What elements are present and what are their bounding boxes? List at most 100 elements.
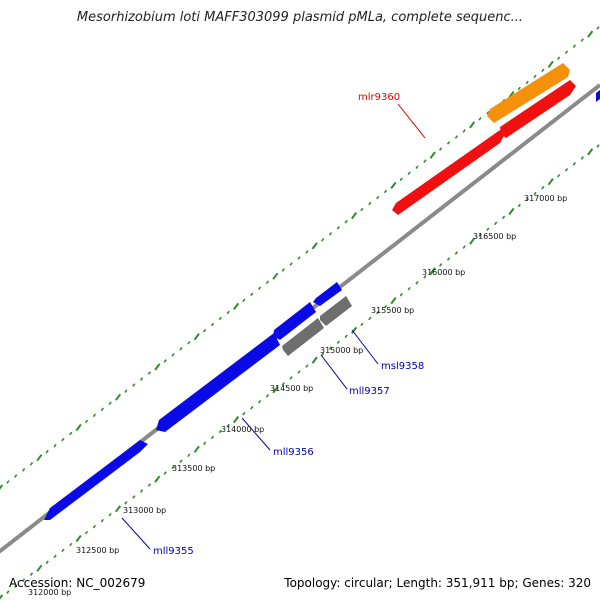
leader-msl9358: [351, 329, 379, 365]
tick-mark: [383, 304, 388, 309]
tick-mark: [462, 245, 466, 249]
tick-mark: [21, 468, 26, 472]
tick-label-314000: 314000 bp: [221, 425, 264, 434]
tick-mark: [336, 225, 340, 230]
tick-mark: [415, 165, 419, 169]
tick-mark: [541, 68, 545, 73]
gene-mll9357-arrow[interactable]: [282, 318, 324, 356]
tick-mark: [486, 227, 490, 232]
tick-mark: [557, 173, 561, 178]
tick-mark: [541, 185, 545, 190]
tick-mark: [547, 60, 554, 68]
tick-mark: [258, 286, 262, 291]
tick-mark: [226, 310, 230, 315]
tick-mark: [14, 474, 18, 478]
tick-mark: [210, 435, 215, 440]
tick-mark: [0, 484, 4, 490]
tick-mark: [6, 590, 10, 594]
tick-mark: [108, 401, 112, 406]
tick-mark: [171, 353, 175, 357]
tick-mark: [163, 471, 167, 475]
gene-label-mll9356[interactable]: mll9356: [273, 447, 314, 458]
tick-mark: [139, 377, 144, 381]
tick-mark: [218, 429, 222, 434]
tick-mark: [258, 399, 262, 404]
tick-mark: [469, 121, 476, 129]
tick-mark: [132, 383, 136, 387]
gene-mll9355-arrow[interactable]: [44, 440, 148, 520]
gene-orange[interactable]: [487, 63, 570, 123]
tick-mark: [350, 212, 358, 220]
leader-mlr9360: [397, 103, 426, 139]
tick-mark: [360, 322, 364, 327]
tick-mark: [233, 416, 240, 424]
tick-mark: [478, 117, 482, 121]
tick-mark: [115, 505, 122, 513]
tick-mark: [564, 50, 569, 54]
tick-mark: [429, 151, 436, 159]
gene-label-mll9357[interactable]: mll9357: [349, 386, 390, 397]
tick-mark: [154, 475, 161, 483]
gene-mll9356-arrow[interactable]: [156, 333, 280, 432]
tick-mark: [446, 141, 451, 145]
tick-mark: [154, 363, 161, 371]
gene-mlr9360-arrow[interactable]: [392, 130, 505, 215]
tick-mark: [0, 594, 4, 600]
tick-mark: [501, 215, 506, 220]
tick-mark: [272, 386, 279, 394]
tick-mark: [320, 352, 325, 356]
tick-mark: [226, 423, 230, 428]
tick-mark: [328, 346, 333, 350]
tick-label-312000: 312000 bp: [28, 588, 71, 597]
tick-mark: [139, 489, 144, 493]
tick-mark: [462, 129, 466, 133]
tick-mark: [6, 480, 10, 484]
tick-mark: [69, 542, 73, 547]
tick-mark: [305, 250, 309, 254]
tick-mark: [564, 168, 569, 172]
tick-mark: [390, 297, 397, 305]
tick-mark: [281, 268, 285, 272]
tick-mark: [289, 376, 293, 380]
tick-mark: [344, 334, 348, 339]
tick-mark: [517, 203, 521, 208]
tick-mark: [193, 333, 200, 341]
tick-mark: [210, 322, 215, 327]
tick-mark: [454, 251, 459, 255]
tick-mark: [265, 394, 270, 398]
tick-mark: [108, 512, 112, 517]
gene-label-msl9358[interactable]: msl9358: [381, 361, 424, 372]
tick-mark: [360, 207, 364, 212]
tick-mark: [29, 572, 34, 576]
gene-blue-edge[interactable]: [596, 90, 600, 102]
tick-mark: [147, 483, 152, 487]
gene-red-2[interactable]: [500, 80, 576, 138]
tick-label-316500: 316500 bp: [473, 232, 516, 241]
tick-mark: [383, 189, 388, 194]
gene-blue-small-1[interactable]: [273, 302, 316, 340]
tick-mark: [311, 356, 318, 364]
tick-mark: [508, 207, 515, 215]
tick-mark: [36, 454, 43, 462]
tick-mark: [390, 181, 397, 189]
tick-mark: [92, 524, 97, 529]
tick-mark: [171, 465, 175, 469]
tick-label-316000: 316000 bp: [422, 268, 465, 277]
tick-mark: [478, 233, 482, 237]
genome-summary-text: Topology: circular; Length: 351,911 bp; …: [284, 576, 591, 590]
outer-tick-ring: [0, 26, 600, 490]
tick-mark: [415, 281, 419, 285]
tick-mark: [84, 419, 89, 424]
tick-mark: [454, 135, 459, 139]
tick-mark: [533, 191, 537, 196]
gene-blue-small-2[interactable]: [313, 282, 342, 306]
tick-mark: [494, 221, 498, 226]
tick-mark: [572, 162, 577, 166]
tick-mark: [218, 316, 222, 321]
tick-mark: [193, 445, 200, 453]
tick-mark: [525, 80, 529, 85]
gene-msl9358-arrow[interactable]: [320, 296, 352, 326]
gene-label-mll9355[interactable]: mll9355: [153, 546, 194, 557]
tick-mark: [289, 262, 293, 266]
gene-label-mlr9360[interactable]: mlr9360: [358, 92, 400, 103]
